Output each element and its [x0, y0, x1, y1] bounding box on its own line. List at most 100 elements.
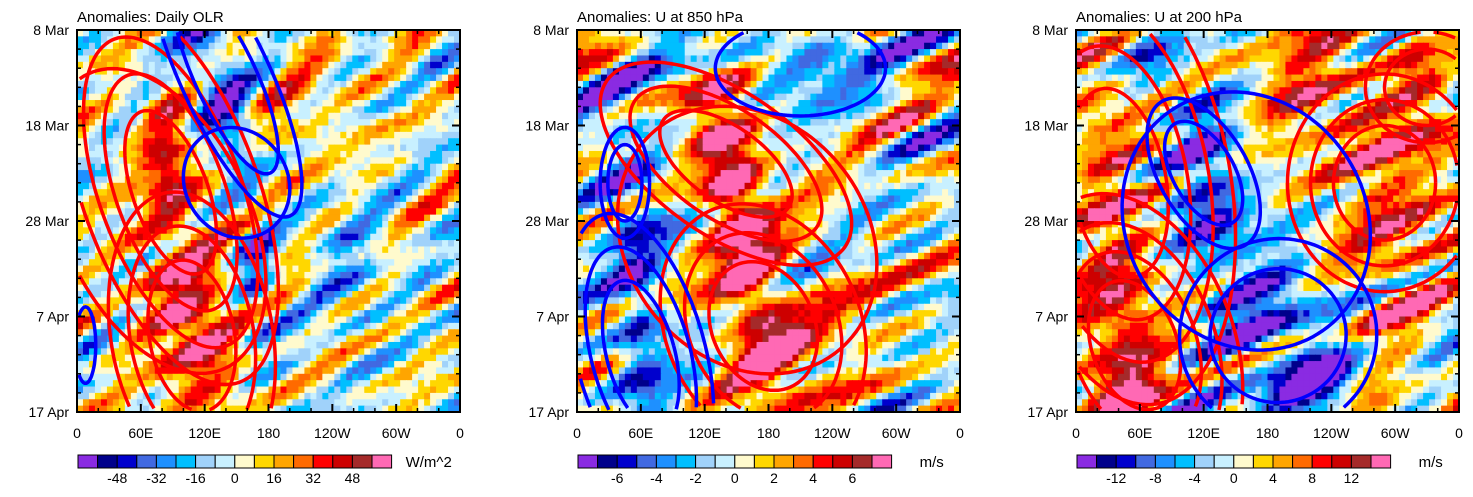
heatmap-cell [412, 335, 419, 343]
heatmap-cell [166, 373, 174, 381]
heatmap-cell [256, 335, 264, 343]
heatmap-cell [424, 240, 431, 248]
heatmap-cell [448, 49, 455, 57]
heatmap-cell [744, 36, 752, 44]
heatmap-cell [630, 68, 638, 76]
heatmap-cell [732, 87, 740, 95]
heatmap-cell [196, 157, 204, 165]
heatmap-cell [286, 335, 294, 343]
heatmap-cell [232, 138, 240, 146]
heatmap-cell [304, 112, 311, 120]
heatmap-cell [136, 322, 144, 330]
heatmap-cell [394, 36, 401, 44]
heatmap-cell [178, 380, 186, 388]
heatmap-cell [118, 335, 126, 343]
heatmap-cell [424, 182, 431, 190]
heatmap-cell [77, 42, 84, 50]
heatmap-cell [376, 303, 383, 311]
heatmap-cell [636, 125, 644, 133]
heatmap-cell [858, 119, 865, 127]
heatmap-cell [262, 316, 270, 324]
heatmap-cell [768, 87, 776, 95]
heatmap-cell [280, 399, 288, 407]
heatmap-cell [376, 310, 383, 318]
heatmap-cell [142, 125, 150, 133]
heatmap-cell [262, 214, 270, 222]
heatmap-cell [894, 112, 901, 120]
heatmap-cell [160, 373, 168, 381]
heatmap-cell [412, 246, 419, 254]
heatmap-cell [106, 252, 114, 260]
heatmap-cell [454, 354, 460, 362]
heatmap-cell [166, 163, 174, 171]
heatmap-cell [202, 80, 210, 88]
heatmap-cell [328, 195, 335, 203]
heatmap-cell [394, 405, 401, 412]
heatmap-cell [442, 201, 449, 209]
heatmap-cell [250, 189, 258, 197]
heatmap-cell [424, 49, 431, 57]
heatmap-cell [77, 246, 84, 254]
heatmap-cell [268, 291, 276, 298]
heatmap-cell [726, 61, 734, 69]
heatmap-cell [100, 367, 108, 375]
heatmap-cell [624, 68, 632, 76]
heatmap-cell [190, 240, 198, 248]
heatmap-cell [780, 61, 788, 69]
heatmap-cell [436, 392, 443, 400]
heatmap-cell [882, 36, 889, 44]
heatmap-cell [316, 170, 323, 178]
heatmap-cell [448, 68, 455, 76]
heatmap-cell [322, 335, 329, 343]
heatmap-cell [130, 322, 138, 330]
heatmap-cell [190, 144, 198, 152]
heatmap-cell [77, 55, 84, 63]
heatmap-cell [786, 125, 794, 133]
heatmap-cell [756, 112, 764, 120]
heatmap-cell [828, 87, 835, 95]
heatmap-cell [780, 80, 788, 88]
heatmap-cell [684, 55, 692, 63]
heatmap-cell [744, 49, 752, 57]
heatmap-cell [798, 42, 806, 50]
heatmap-cell [448, 367, 455, 375]
heatmap-cell [394, 157, 401, 165]
heatmap-cell [774, 36, 782, 44]
heatmap-cell [166, 36, 174, 44]
heatmap-cell [436, 49, 443, 57]
heatmap-cell [82, 182, 90, 190]
heatmap-cell [82, 278, 90, 286]
heatmap-cell [136, 112, 144, 120]
heatmap-cell [184, 163, 192, 171]
heatmap-cell [262, 240, 270, 248]
heatmap-cell [130, 405, 138, 412]
heatmap-cell [238, 316, 246, 324]
heatmap-cell [654, 80, 662, 88]
heatmap-cell [286, 303, 294, 311]
heatmap-cell [94, 163, 102, 171]
heatmap-cell [430, 74, 437, 82]
heatmap-cell [310, 259, 317, 267]
heatmap-cell [930, 61, 937, 69]
heatmap-cell [100, 68, 108, 76]
heatmap-cell [322, 303, 329, 311]
heatmap-cell [310, 399, 317, 407]
heatmap-cell [352, 227, 359, 235]
heatmap-cell [810, 61, 817, 69]
heatmap-cell [612, 36, 620, 44]
heatmap-cell [268, 36, 276, 44]
heatmap-cell [142, 399, 150, 407]
heatmap-cell [124, 195, 132, 203]
heatmap-cell [202, 373, 210, 381]
heatmap-cell [412, 252, 419, 260]
heatmap-cell [112, 163, 120, 171]
heatmap-cell [436, 240, 443, 248]
heatmap-cell [828, 125, 835, 133]
heatmap-cell [262, 80, 270, 88]
contours [77, 31, 304, 412]
heatmap-cell [876, 125, 883, 133]
heatmap-cell [136, 354, 144, 362]
heatmap-cell [364, 195, 371, 203]
heatmap-cell [304, 144, 311, 152]
heatmap-cell [388, 392, 395, 400]
